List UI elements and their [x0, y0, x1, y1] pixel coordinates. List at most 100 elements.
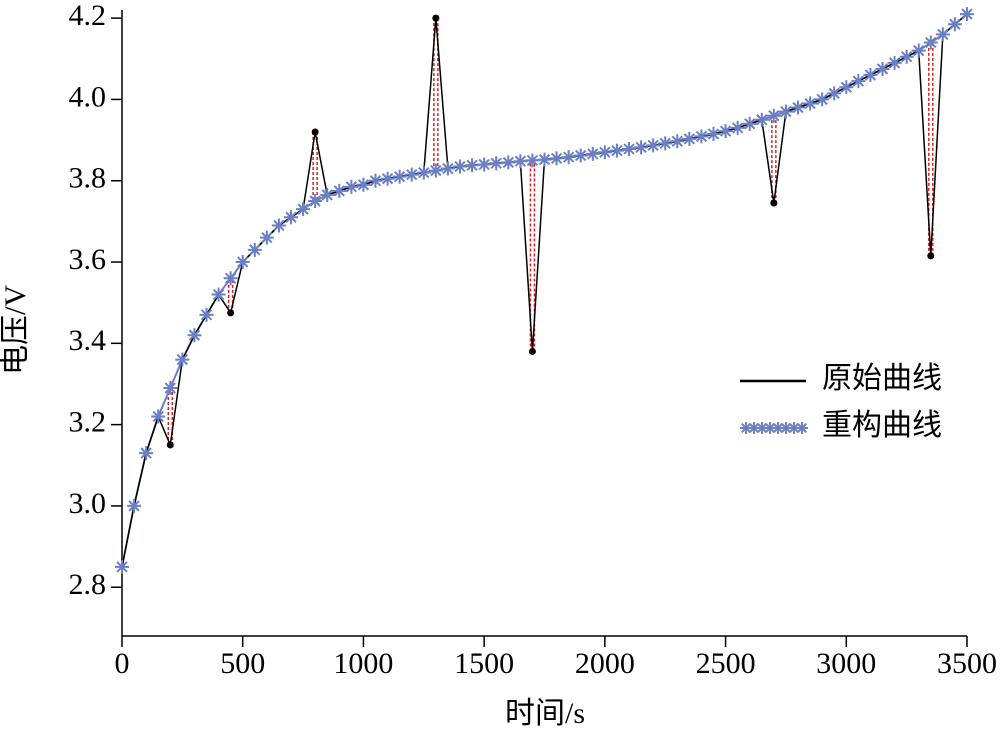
marker	[549, 151, 564, 166]
marker	[284, 210, 298, 225]
outlier-point	[166, 441, 174, 449]
y-tick-label: 4.0	[69, 80, 107, 113]
marker	[501, 155, 516, 170]
marker	[392, 169, 407, 184]
x-tick-label: 1500	[454, 647, 514, 680]
marker	[827, 86, 842, 101]
marker	[271, 218, 286, 233]
marker	[489, 156, 504, 171]
outlier-point	[432, 14, 440, 22]
outlier-point	[770, 199, 778, 207]
marker	[658, 136, 673, 151]
marker	[622, 142, 636, 157]
marker	[803, 96, 818, 111]
x-tick-label: 0	[115, 647, 130, 680]
marker	[778, 104, 793, 119]
marker	[525, 153, 540, 168]
x-tick-label: 2500	[696, 647, 756, 680]
marker	[380, 171, 395, 186]
marker	[863, 68, 878, 83]
legend-label: 原始曲线	[822, 362, 942, 395]
marker	[296, 202, 311, 217]
marker	[597, 145, 612, 160]
marker	[139, 446, 154, 461]
marker	[670, 134, 685, 149]
marker	[416, 165, 431, 180]
marker	[585, 146, 600, 161]
marker	[332, 183, 347, 198]
y-tick-label: 3.6	[69, 243, 107, 276]
marker	[742, 116, 757, 131]
legend-label: 重构曲线	[822, 409, 942, 442]
marker	[561, 150, 576, 165]
marker	[646, 138, 661, 153]
line	[121, 13, 968, 568]
outlier-point	[311, 128, 319, 136]
marker	[440, 161, 455, 176]
legend-swatch	[772, 422, 784, 434]
marker	[537, 152, 552, 167]
x-tick-label: 3000	[816, 647, 876, 680]
marker	[404, 167, 419, 182]
marker	[368, 173, 383, 188]
marker	[960, 7, 974, 22]
marker	[634, 140, 649, 155]
marker	[428, 163, 443, 178]
marker	[694, 129, 709, 144]
marker	[453, 159, 467, 174]
marker	[211, 287, 226, 302]
legend-swatch	[788, 422, 800, 434]
marker	[513, 154, 528, 169]
marker	[839, 80, 854, 95]
legend-swatch	[796, 422, 808, 434]
y-tick-label: 2.8	[69, 568, 107, 601]
marker	[887, 55, 902, 70]
marker	[247, 242, 262, 257]
marker	[187, 328, 202, 343]
marker	[791, 100, 805, 115]
marker	[706, 126, 721, 141]
legend-swatch	[748, 422, 760, 434]
marker	[730, 120, 745, 135]
y-tick-label: 3.8	[69, 162, 107, 195]
marker	[356, 177, 371, 192]
marker	[875, 61, 890, 76]
marker	[573, 148, 588, 163]
marker	[259, 230, 274, 245]
outlier-point	[528, 347, 536, 355]
marker	[815, 92, 830, 107]
marker	[127, 498, 142, 513]
y-tick-label: 3.4	[69, 324, 107, 357]
legend-swatch	[780, 422, 792, 434]
x-tick-label: 1000	[333, 647, 393, 680]
legend-swatch	[740, 422, 752, 434]
marker	[199, 307, 214, 322]
marker	[465, 158, 480, 173]
y-axis-label: 电压/V	[0, 285, 32, 375]
x-tick-label: 3500	[937, 647, 997, 680]
marker	[320, 187, 335, 202]
marker	[754, 112, 769, 127]
marker	[223, 271, 238, 286]
legend-swatch	[764, 422, 776, 434]
y-tick-label: 3.2	[69, 406, 107, 439]
line	[121, 13, 968, 568]
marker	[344, 179, 359, 194]
marker	[766, 108, 781, 123]
marker	[163, 381, 178, 396]
y-tick-label: 4.2	[69, 0, 107, 32]
marker	[923, 35, 938, 50]
legend-swatch	[756, 422, 768, 434]
x-axis-label: 时间/s	[505, 697, 585, 730]
marker	[851, 74, 866, 89]
marker	[718, 124, 733, 139]
marker	[308, 194, 323, 209]
marker	[935, 27, 950, 42]
marker	[682, 131, 697, 146]
marker	[477, 157, 492, 172]
marker	[911, 43, 926, 58]
marker	[899, 49, 914, 64]
marker	[947, 17, 962, 32]
marker	[609, 143, 624, 158]
